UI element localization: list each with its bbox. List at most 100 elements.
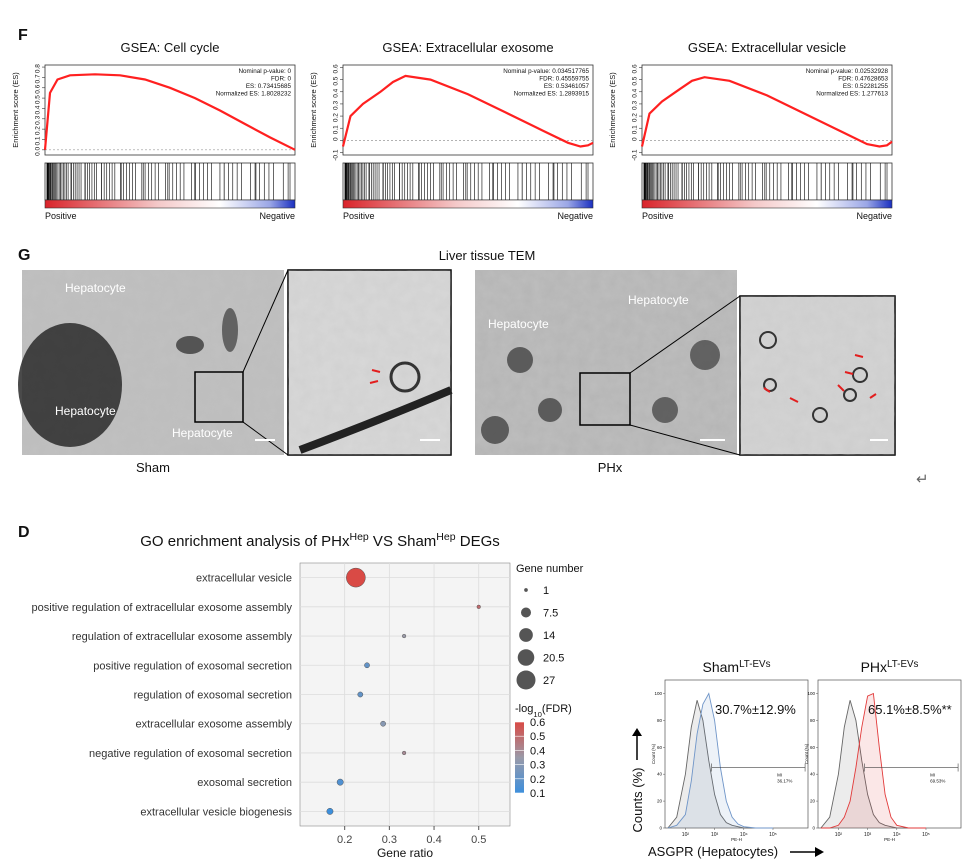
es-curve xyxy=(640,76,893,148)
color-legend-title: -log10(FDR) xyxy=(515,703,572,719)
tem-organelle xyxy=(222,308,238,352)
x-axis-title: PE-H xyxy=(731,837,742,842)
y-tick-label: 0.3 xyxy=(632,101,639,110)
tem-arrow xyxy=(763,354,877,403)
category-label: positive regulation of exosomal secretio… xyxy=(93,660,292,672)
panel-label: D xyxy=(18,524,30,541)
colorbar-label: 0.4 xyxy=(530,745,545,757)
bubble xyxy=(380,720,386,727)
x-tick-label: 0.5 xyxy=(471,834,486,846)
size-legend-key xyxy=(520,607,532,618)
y-tick-label: 60 xyxy=(810,745,816,750)
size-legend-key xyxy=(519,628,533,642)
cell-label: Hepatocyte xyxy=(172,426,233,440)
return-symbol: ↵ xyxy=(916,471,929,488)
barcode-frame xyxy=(44,162,296,201)
x-tick-label: 10² xyxy=(682,832,690,838)
chart-title: GSEA: Extracellular exosome xyxy=(382,40,553,55)
end-label: Negative xyxy=(856,211,892,221)
bubble xyxy=(364,662,370,669)
chart-title: GSEA: Cell cycle xyxy=(121,40,220,55)
y-tick-label: 0.6 xyxy=(333,64,340,73)
category-label: extracellular exosome assembly xyxy=(135,719,292,731)
stat-line: FDR: 0 xyxy=(271,76,291,83)
y-tick-label: 100 xyxy=(654,691,662,696)
barcode-frame xyxy=(641,162,893,201)
tem-membrane xyxy=(298,386,453,454)
y-tick-label: 0.0 xyxy=(35,146,42,155)
y-tick-label: 20 xyxy=(810,799,816,804)
bubble xyxy=(346,567,366,588)
x-tick-label: 10² xyxy=(835,832,843,838)
plot-frame xyxy=(664,679,809,829)
inset-line xyxy=(242,421,289,456)
tem-sham: Hepatocyte Hepatocyte Hepatocyte Sham xyxy=(18,269,453,475)
end-label: Negative xyxy=(557,211,593,221)
flow-title-part: LT-EVs xyxy=(739,659,770,670)
y-tick-label: 0.5 xyxy=(632,76,639,85)
cell-label: Hepatocyte xyxy=(628,293,689,307)
tem-mito xyxy=(690,340,720,370)
category-label: regulation of exosomal secretion xyxy=(134,690,292,702)
size-legend-key xyxy=(516,670,536,690)
x-tick-label: 0.2 xyxy=(337,834,352,846)
y-tick-label: 0.4 xyxy=(35,105,42,114)
y-tick-label: 0.5 xyxy=(35,95,42,104)
group-label: PHx xyxy=(598,460,623,475)
y-tick-label: 0.1 xyxy=(35,136,42,145)
tem-mito xyxy=(538,398,562,422)
colorbar-label: 0.6 xyxy=(530,717,545,729)
color-legend-title-part: -log xyxy=(515,703,533,715)
y-tick-label: 0.2 xyxy=(333,113,340,122)
tem-phx: Hepatocyte Hepatocyte PHx xyxy=(475,270,896,475)
size-legend-title: Gene number xyxy=(516,563,584,575)
y-tick-label: 100 xyxy=(807,691,815,696)
stat-line: Nominal p-value: 0.02532928 xyxy=(806,68,889,75)
colorbar xyxy=(515,722,524,793)
rank-gradient xyxy=(342,199,594,209)
flow-title-part: LT-EVs xyxy=(887,659,918,670)
colorbar-label: 0.1 xyxy=(530,788,545,800)
cell-label: Hepatocyte xyxy=(65,281,126,295)
gate-value: 69.53% xyxy=(930,778,945,783)
rank-gradient xyxy=(44,199,296,209)
y-tick-label: 0.1 xyxy=(333,125,340,134)
inset-line xyxy=(242,269,289,373)
tem-nucleus xyxy=(18,323,122,447)
stat-line: FDR: 0.45559755 xyxy=(539,76,589,83)
inset-box xyxy=(194,371,244,423)
size-legend-key xyxy=(517,649,535,666)
density-fill xyxy=(820,693,926,828)
density-line xyxy=(667,700,773,829)
cell-label: Hepatocyte xyxy=(55,404,116,418)
chart-title: GO enrichment analysis of PHxHep VS Sham… xyxy=(140,531,500,550)
chart-title-part: Hep xyxy=(436,531,455,543)
y-tick-label: 0.3 xyxy=(333,101,340,110)
es-curve xyxy=(341,74,594,148)
tem-mito xyxy=(481,416,509,444)
density-line xyxy=(820,700,926,829)
chart-title-part: Hep xyxy=(350,531,369,543)
plot-frame xyxy=(342,64,594,156)
rank-gradient xyxy=(641,199,893,209)
tem-vesicle xyxy=(812,407,828,423)
y-tick-label: 0.7 xyxy=(35,74,42,83)
y-tick-label: 0.5 xyxy=(333,76,340,85)
y-tick-label: 0.3 xyxy=(35,115,42,124)
bubble xyxy=(402,633,407,639)
inset-line xyxy=(629,295,741,374)
y-tick-label: 0 xyxy=(812,826,815,831)
y-tick-label: 0.6 xyxy=(35,84,42,93)
y-tick-label: 0.2 xyxy=(35,126,42,135)
size-legend-label: 27 xyxy=(543,675,555,687)
group-label: Sham xyxy=(136,460,170,475)
density-fill xyxy=(667,693,773,828)
plot-frame xyxy=(817,679,962,829)
percent-annotation: 30.7%±12.9% xyxy=(715,702,796,717)
colorbar-label: 0.3 xyxy=(530,760,545,772)
category-label: extracellular vesicle xyxy=(196,573,292,585)
start-label: Positive xyxy=(343,211,375,221)
size-legend-label: 14 xyxy=(543,630,555,642)
chart-title-part: DEGs xyxy=(456,533,500,550)
x-axis-label: Gene ratio xyxy=(377,846,433,860)
